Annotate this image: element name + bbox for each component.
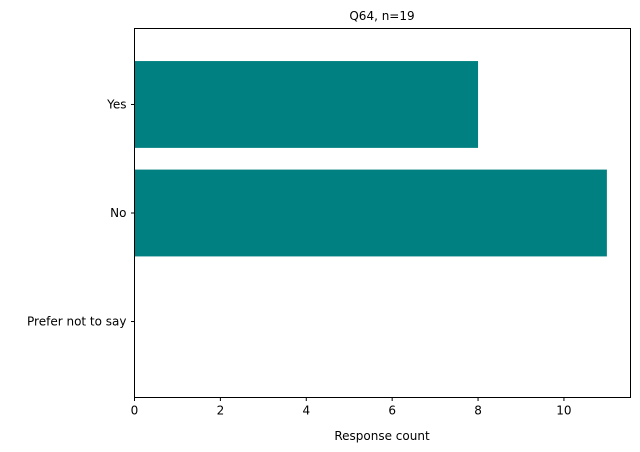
bar-no [134, 169, 607, 257]
x-tick-label: 6 [388, 404, 396, 418]
y-tick-label: Yes [106, 97, 126, 111]
x-tick-label: 10 [556, 404, 571, 418]
x-axis-label: Response count [334, 429, 430, 443]
chart-title: Q64, n=19 [349, 9, 414, 23]
x-axis-ticks: 0 2 4 6 8 10 [131, 397, 572, 418]
y-tick-label: Prefer not to say [27, 315, 126, 329]
bars-group [134, 61, 607, 257]
x-tick-label: 4 [302, 404, 310, 418]
x-tick-label: 0 [131, 404, 139, 418]
y-tick-label: No [110, 206, 126, 220]
bar-yes [134, 61, 479, 148]
y-axis-ticks: Yes No Prefer not to say [27, 97, 135, 329]
x-tick-label: 2 [217, 404, 225, 418]
x-tick-label: 8 [474, 404, 482, 418]
